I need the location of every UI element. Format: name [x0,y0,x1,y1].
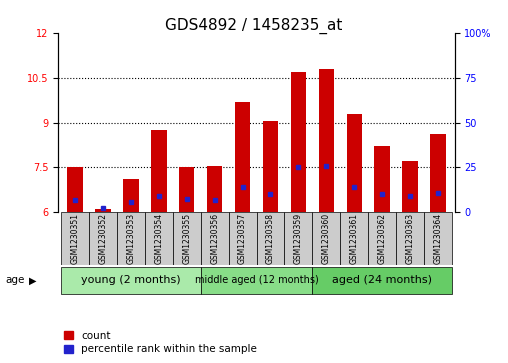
Text: GSM1230355: GSM1230355 [182,213,192,264]
Text: GSM1230363: GSM1230363 [405,213,415,264]
Text: young (2 months): young (2 months) [81,275,181,285]
Bar [123,179,139,212]
Text: GSM1230353: GSM1230353 [126,213,136,264]
Text: GSM1230351: GSM1230351 [71,213,80,264]
Bar [61,212,89,265]
Bar [402,162,418,212]
Text: GSM1230357: GSM1230357 [238,213,247,264]
Bar [312,266,452,294]
Bar [340,212,368,265]
Text: GSM1230356: GSM1230356 [210,213,219,264]
Bar [201,212,229,265]
Bar [430,135,446,212]
Text: GSM1230352: GSM1230352 [99,213,108,264]
Bar [96,209,111,212]
Bar [117,212,145,265]
Text: GSM1230361: GSM1230361 [350,213,359,264]
Bar [284,212,312,265]
Bar [173,212,201,265]
Bar [145,212,173,265]
Bar [396,212,424,265]
Text: middle aged (12 months): middle aged (12 months) [195,275,319,285]
Legend: count, percentile rank within the sample: count, percentile rank within the sample [64,331,257,354]
Bar [61,266,201,294]
Text: GSM1230362: GSM1230362 [377,213,387,264]
Bar [263,121,278,212]
Bar [374,147,390,212]
Text: GSM1230360: GSM1230360 [322,213,331,264]
Bar [235,102,250,212]
Text: GSM1230359: GSM1230359 [294,213,303,264]
Text: GSM1230354: GSM1230354 [154,213,164,264]
Text: GSM1230364: GSM1230364 [433,213,442,264]
Bar [89,212,117,265]
Bar [151,130,167,212]
Bar [346,114,362,212]
Bar [424,212,452,265]
Bar [179,167,195,212]
Bar [257,212,284,265]
Bar [291,72,306,212]
Bar [368,212,396,265]
Text: aged (24 months): aged (24 months) [332,275,432,285]
Bar [201,266,312,294]
Text: GDS4892 / 1458235_at: GDS4892 / 1458235_at [165,18,343,34]
Bar [312,212,340,265]
Text: age: age [5,276,24,285]
Text: GSM1230358: GSM1230358 [266,213,275,264]
Text: ▶: ▶ [29,276,37,285]
Bar [229,212,257,265]
Bar [207,166,223,212]
Bar [319,69,334,212]
Bar [68,167,83,212]
